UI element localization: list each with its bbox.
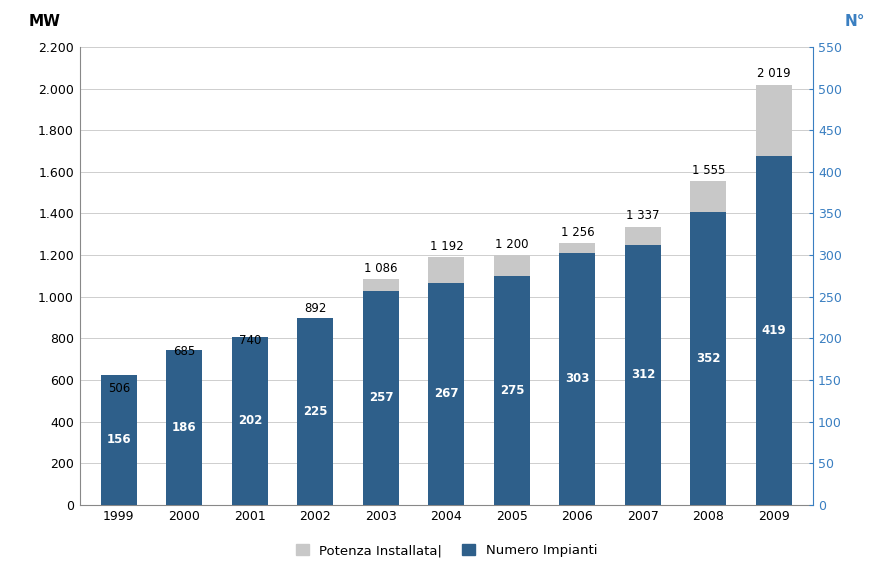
Bar xyxy=(166,362,202,505)
Text: 892: 892 xyxy=(304,302,326,315)
Text: 1 256: 1 256 xyxy=(560,226,594,239)
Bar xyxy=(166,350,202,505)
Bar xyxy=(363,291,399,505)
Text: N°: N° xyxy=(844,14,865,29)
Bar xyxy=(494,276,530,505)
Bar xyxy=(690,212,727,505)
Text: 1 192: 1 192 xyxy=(430,239,463,252)
Bar xyxy=(560,244,596,505)
Bar xyxy=(101,400,137,505)
Text: MW: MW xyxy=(28,14,60,29)
Bar xyxy=(363,279,399,505)
Text: 352: 352 xyxy=(697,352,720,365)
Bar xyxy=(756,85,792,505)
Text: 225: 225 xyxy=(303,404,328,418)
Text: 156: 156 xyxy=(107,433,131,446)
Text: 1 086: 1 086 xyxy=(364,262,398,275)
Text: 506: 506 xyxy=(108,382,130,396)
Text: 257: 257 xyxy=(369,392,393,404)
Text: 275: 275 xyxy=(499,384,524,397)
Bar xyxy=(232,351,268,505)
Text: 202: 202 xyxy=(238,414,262,427)
Text: 1 200: 1 200 xyxy=(495,238,529,251)
Bar xyxy=(297,318,333,505)
Bar xyxy=(625,227,661,505)
Text: 1 337: 1 337 xyxy=(626,210,659,222)
Bar xyxy=(494,255,530,505)
Text: 419: 419 xyxy=(762,324,786,337)
Bar xyxy=(756,156,792,505)
Text: 303: 303 xyxy=(565,372,590,385)
Bar xyxy=(625,245,661,505)
Bar xyxy=(232,337,268,505)
Bar xyxy=(429,257,464,505)
Bar xyxy=(690,181,727,505)
Text: 685: 685 xyxy=(173,345,195,358)
Text: 2 019: 2 019 xyxy=(758,68,791,80)
Text: 267: 267 xyxy=(434,387,459,400)
Text: 1 555: 1 555 xyxy=(692,164,725,177)
Bar xyxy=(297,319,333,505)
Legend: Potenza Installata|, Numero Impianti: Potenza Installata|, Numero Impianti xyxy=(290,539,603,562)
Bar xyxy=(429,282,464,505)
Bar xyxy=(560,252,596,505)
Text: 186: 186 xyxy=(172,421,196,434)
Text: 740: 740 xyxy=(239,333,261,347)
Bar xyxy=(101,375,137,505)
Text: 312: 312 xyxy=(631,369,655,382)
